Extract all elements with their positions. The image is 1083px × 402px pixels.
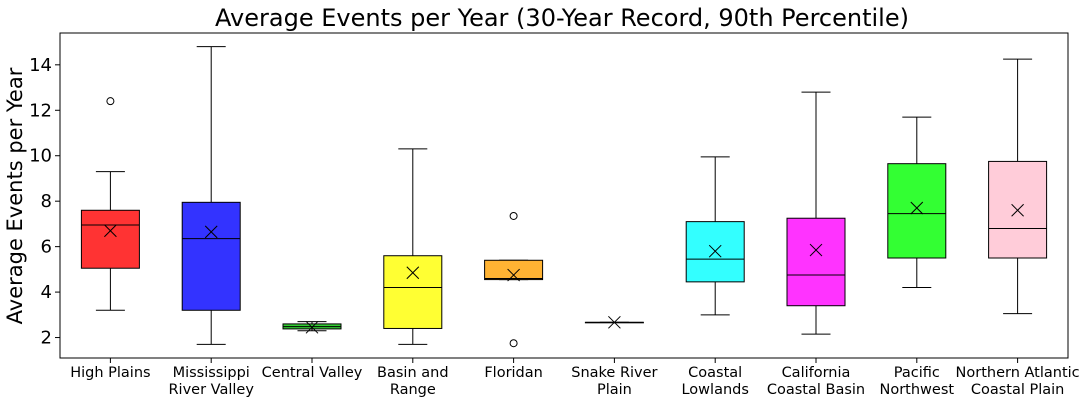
- mean-marker: [1011, 203, 1024, 217]
- mean-marker: [305, 320, 319, 334]
- x-tick-label: Range: [390, 382, 436, 398]
- x-tick-label: Basin and: [377, 365, 449, 381]
- mean-marker-stroke: [305, 320, 319, 334]
- box-1: [80, 209, 140, 269]
- x-tick-label: Coastal Basin: [767, 382, 865, 398]
- x-tick-label: Mississippi: [173, 365, 250, 381]
- mean-marker-stroke: [204, 225, 218, 239]
- x-tick-label: Floridan: [484, 365, 543, 381]
- chart-title: Average Events per Year (30-Year Record,…: [215, 4, 909, 32]
- x-tick-label: Pacific: [894, 365, 940, 381]
- outlier-point: [509, 211, 518, 220]
- box-8: [786, 217, 846, 307]
- mean-marker: [406, 266, 420, 280]
- mean-marker: [204, 225, 218, 239]
- mean-marker-stroke: [809, 243, 823, 257]
- y-tick-label: 2: [41, 328, 52, 349]
- y-tick-label: 10: [29, 146, 52, 167]
- box-5: [484, 259, 544, 281]
- mean-marker: [910, 201, 924, 215]
- mean-marker: [608, 315, 621, 329]
- x-tick-label: Plain: [597, 382, 632, 398]
- y-tick-label: 8: [41, 191, 52, 212]
- mean-marker-stroke: [406, 266, 420, 280]
- y-tick-label: 6: [41, 237, 52, 258]
- x-tick-label: Coastal Plain: [971, 382, 1065, 398]
- mean-marker: [507, 268, 520, 282]
- x-tick-label: Northwest: [880, 382, 955, 398]
- mean-marker-stroke: [910, 201, 924, 215]
- mean-marker-stroke: [708, 244, 722, 258]
- x-tick-label: High Plains: [70, 365, 150, 381]
- mean-marker-stroke: [608, 315, 621, 329]
- outlier-point: [106, 97, 115, 106]
- box-9: [887, 163, 947, 259]
- outlier-point: [509, 339, 518, 348]
- x-tick-label: California: [782, 365, 851, 381]
- y-tick-label: 14: [29, 55, 52, 76]
- x-tick-label: Northern Atlantic: [956, 365, 1080, 381]
- plot-frame: [59, 32, 1069, 359]
- mean-marker: [708, 244, 722, 258]
- mean-marker-stroke: [507, 268, 520, 282]
- x-tick-label: River Valley: [168, 382, 254, 398]
- y-tick-label: 12: [29, 100, 52, 121]
- mean-marker-stroke: [1011, 203, 1024, 217]
- x-tick-label: Lowlands: [681, 382, 748, 398]
- box-2: [181, 201, 241, 311]
- y-tick-label: 4: [41, 282, 52, 303]
- y-axis-label: Average Events per Year: [3, 67, 27, 324]
- x-tick-label: Coastal: [688, 365, 742, 381]
- x-tick-label: Snake River: [571, 365, 657, 381]
- mean-marker-stroke: [104, 224, 117, 238]
- x-tick-label: Central Valley: [262, 365, 363, 381]
- box-4: [383, 255, 443, 329]
- mean-marker: [809, 243, 823, 257]
- mean-marker: [104, 224, 117, 238]
